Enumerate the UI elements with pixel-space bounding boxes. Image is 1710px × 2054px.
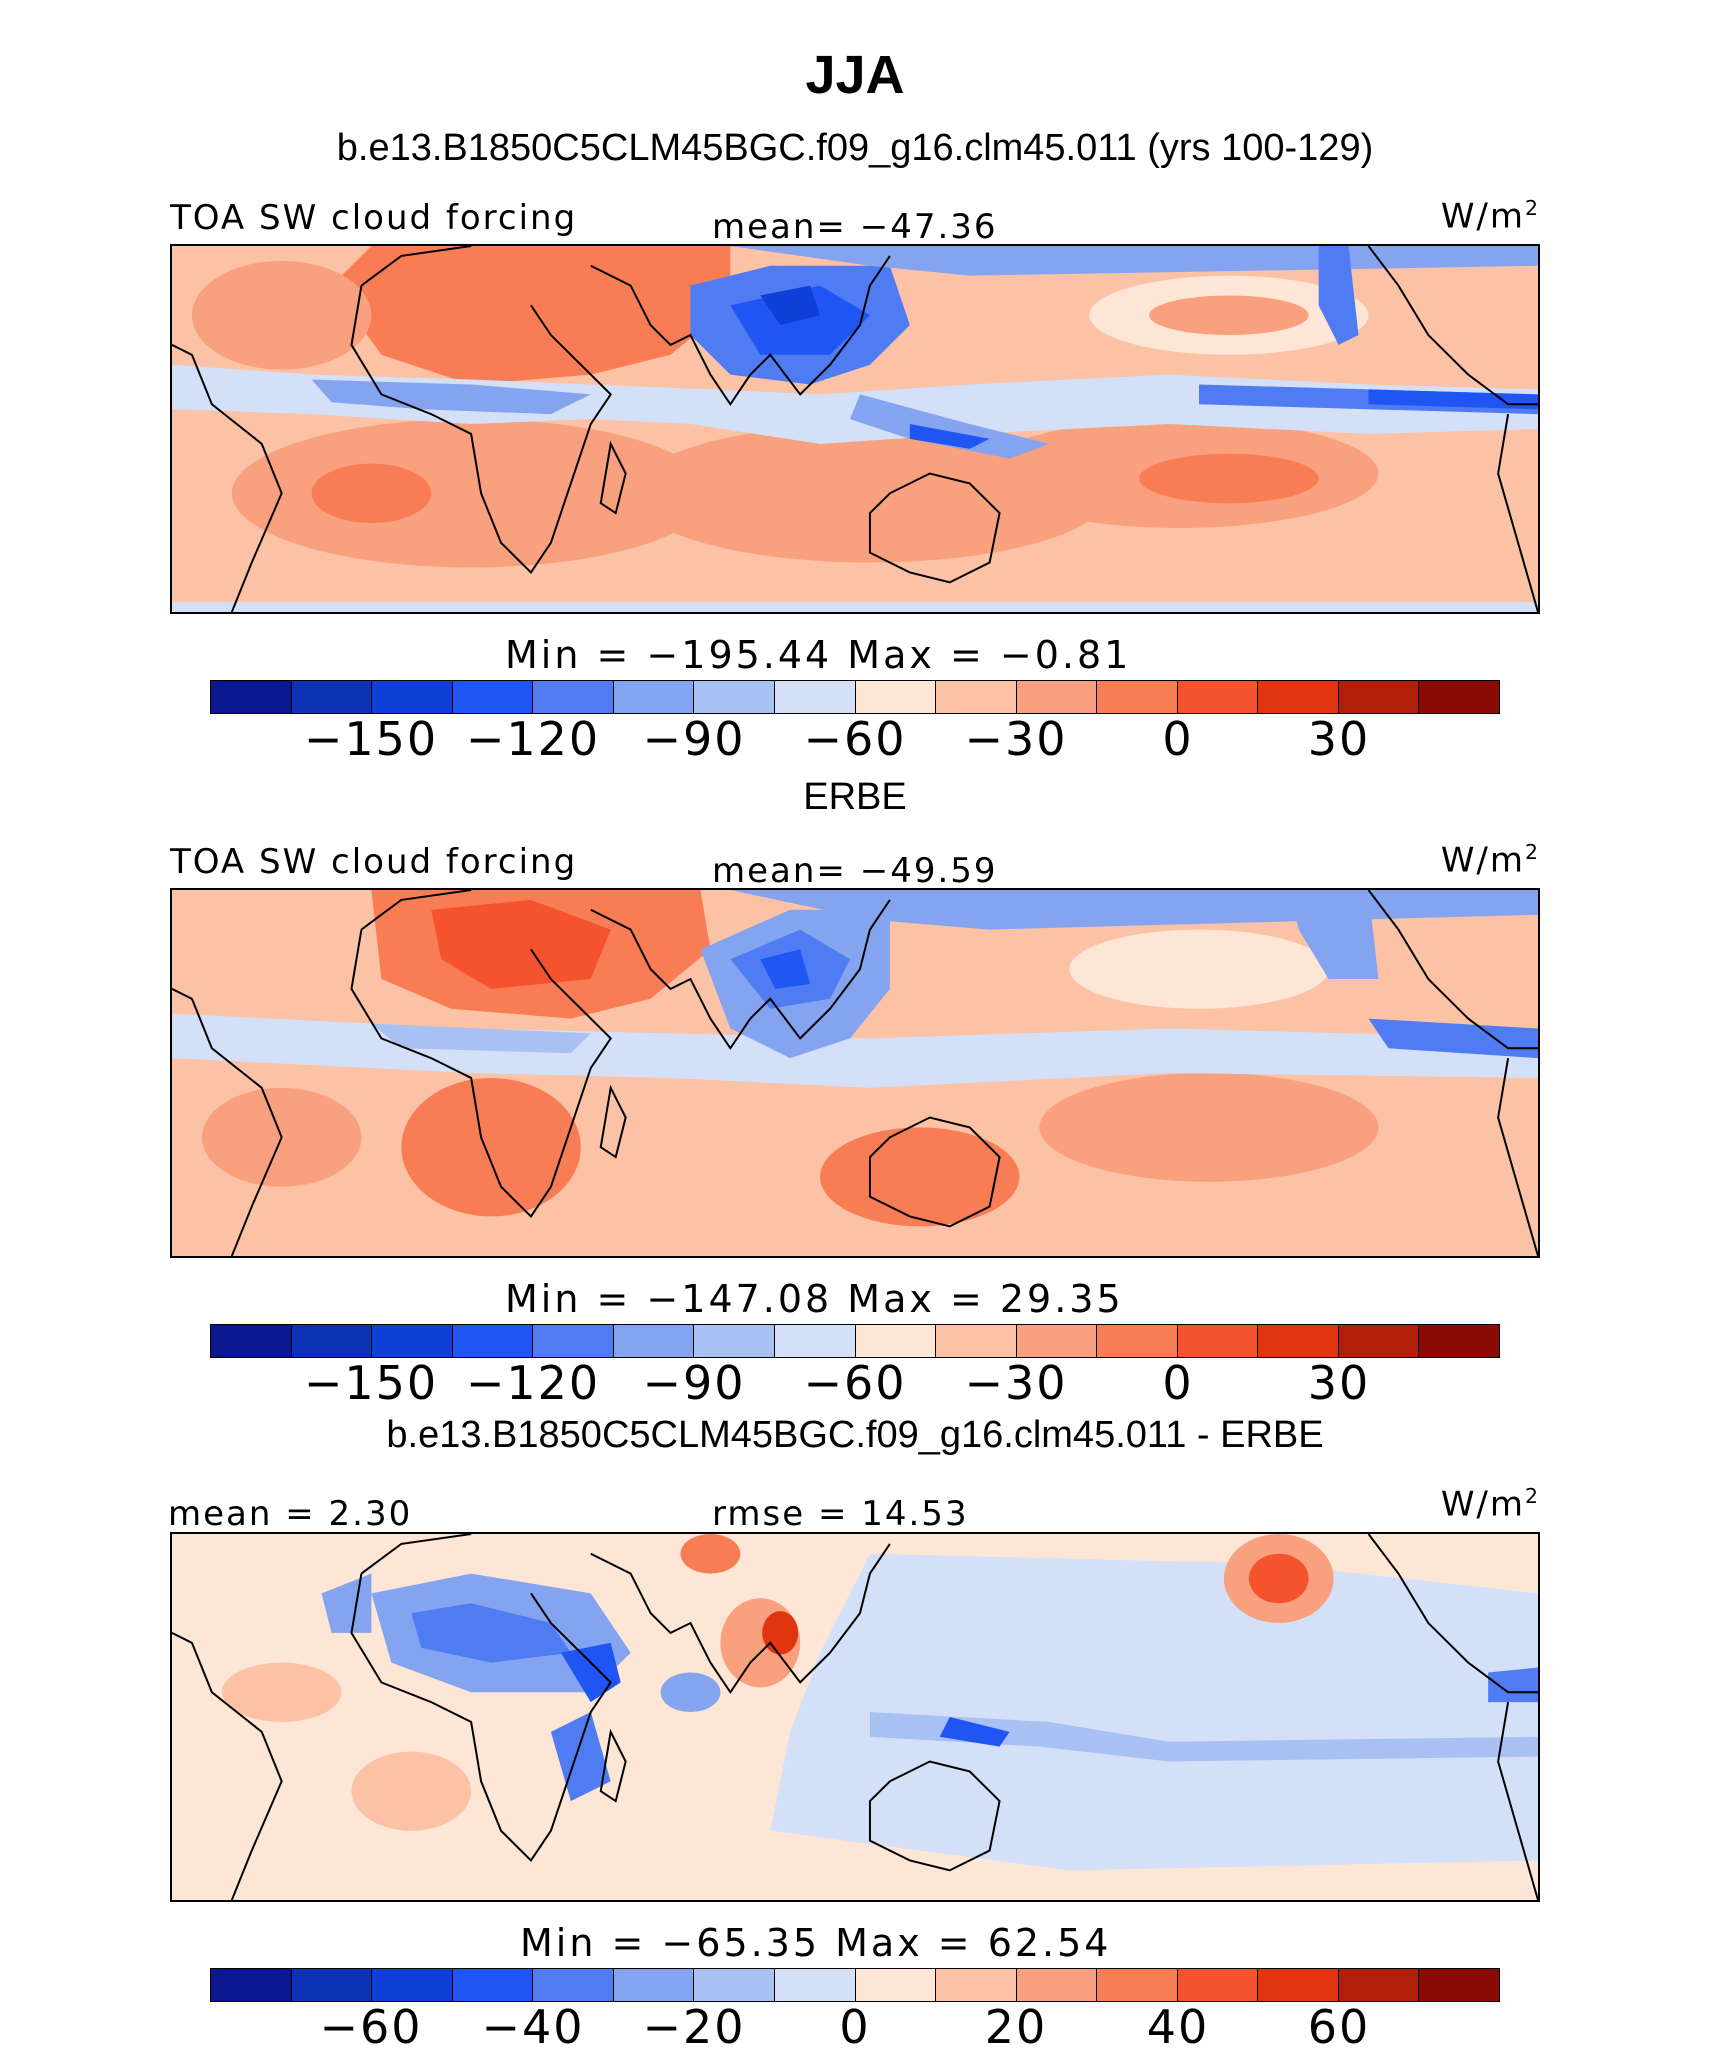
panel3-tick: −60 [319,2000,423,2054]
panel1-tick: 30 [1307,712,1371,766]
panel3-tick: −40 [481,2000,585,2054]
colorbar-swatch [1097,1325,1178,1357]
panel2-tick: −30 [964,1356,1068,1410]
colorbar-swatch [613,1969,695,2001]
colorbar-swatch [1258,1969,1339,2001]
colorbar-swatch [855,681,937,713]
panel3-colorbar [210,1968,1500,2002]
panel1-tick: 0 [1162,712,1194,766]
panel2-tick: −120 [465,1356,601,1410]
colorbar-swatch [211,681,292,713]
colorbar-swatch [372,681,453,713]
colorbar-swatch [1177,1969,1259,2001]
panel3-tick: 40 [1146,2000,1210,2054]
colorbar-swatch [1338,1969,1420,2001]
panel1-units: W/m2 [1440,196,1540,237]
panel2-minmax: Min = −147.08 Max = 29.35 [505,1277,1124,1321]
colorbar-swatch [1097,1969,1178,2001]
colorbar-swatch [211,1325,292,1357]
colorbar-swatch [372,1325,453,1357]
panel3-tick: 20 [984,2000,1048,2054]
panel3-rmse-label: rmse = 14.53 [712,1494,969,1534]
panel2-variable-label: TOA SW cloud forcing [170,842,578,882]
colorbar-swatch [1016,1969,1098,2001]
colorbar-swatch [1016,681,1098,713]
panel3-units: W/m2 [1440,1484,1540,1525]
panel2-tick: −60 [803,1356,907,1410]
colorbar-swatch [1338,1325,1420,1357]
colorbar-swatch [533,1325,614,1357]
panel3-minmax: Min = −65.35 Max = 62.54 [520,1921,1112,1965]
panel2-tick: −150 [303,1356,439,1410]
colorbar-swatch [211,1969,292,2001]
panel2-mean-label: mean= −49.59 [712,851,998,891]
colorbar-swatch [1177,1325,1259,1357]
colorbar-swatch [1177,681,1259,713]
panel3-tick: 60 [1307,2000,1371,2054]
colorbar-swatch [694,681,775,713]
panel2-tick: 0 [1162,1356,1194,1410]
colorbar-swatch [936,1325,1017,1357]
panel1-colorbar [210,680,1500,714]
panel1-mean-label: mean= −47.36 [712,207,998,247]
panel1-tick: −30 [964,712,1068,766]
figure-title: JJA [805,45,905,105]
colorbar-swatch [855,1969,937,2001]
colorbar-swatch [613,681,695,713]
colorbar-swatch [774,1969,856,2001]
panel2-units: W/m2 [1440,840,1540,881]
colorbar-swatch [1258,1325,1339,1357]
case-title: b.e13.B1850C5CLM45BGC.f09_g16.clm45.011 … [336,127,1374,169]
panel2-tick: 30 [1307,1356,1371,1410]
colorbar-swatch [1258,681,1339,713]
panel1-tick: −120 [465,712,601,766]
panel2-tick: −90 [642,1356,746,1410]
colorbar-swatch [774,1325,856,1357]
colorbar-swatch [774,681,856,713]
panel1-tick: −60 [803,712,907,766]
colorbar-swatch [613,1325,695,1357]
colorbar-swatch [1097,681,1178,713]
colorbar-swatch [694,1969,775,2001]
colorbar-swatch [1419,1325,1499,1357]
colorbar-swatch [936,1969,1017,2001]
colorbar-swatch [291,681,373,713]
panel3-tick: −20 [642,2000,746,2054]
colorbar-swatch [533,1969,614,2001]
panel3-tick: 0 [839,2000,871,2054]
panel2-colorbar [210,1324,1500,1358]
panel2-map [170,888,1540,1258]
panel3-mean-label: mean = 2.30 [168,1494,413,1534]
panel1-map [170,244,1540,614]
panel3-map [170,1532,1540,1902]
colorbar-swatch [452,1325,534,1357]
colorbar-swatch [1338,681,1420,713]
panel1-tick: −90 [642,712,746,766]
colorbar-swatch [291,1325,373,1357]
colorbar-swatch [855,1325,937,1357]
colorbar-swatch [452,1969,534,2001]
panel1-tick: −150 [303,712,439,766]
colorbar-swatch [936,681,1017,713]
colorbar-swatch [372,1969,453,2001]
panel1-variable-label: TOA SW cloud forcing [170,198,578,238]
colorbar-swatch [1419,681,1499,713]
colorbar-swatch [452,681,534,713]
colorbar-swatch [291,1969,373,2001]
colorbar-swatch [1419,1969,1499,2001]
panel3-title: b.e13.B1850C5CLM45BGC.f09_g16.clm45.011 … [386,1414,1324,1456]
colorbar-swatch [694,1325,775,1357]
colorbar-swatch [533,681,614,713]
panel2-title: ERBE [803,776,907,818]
panel1-minmax: Min = −195.44 Max = −0.81 [505,633,1132,677]
colorbar-swatch [1016,1325,1098,1357]
